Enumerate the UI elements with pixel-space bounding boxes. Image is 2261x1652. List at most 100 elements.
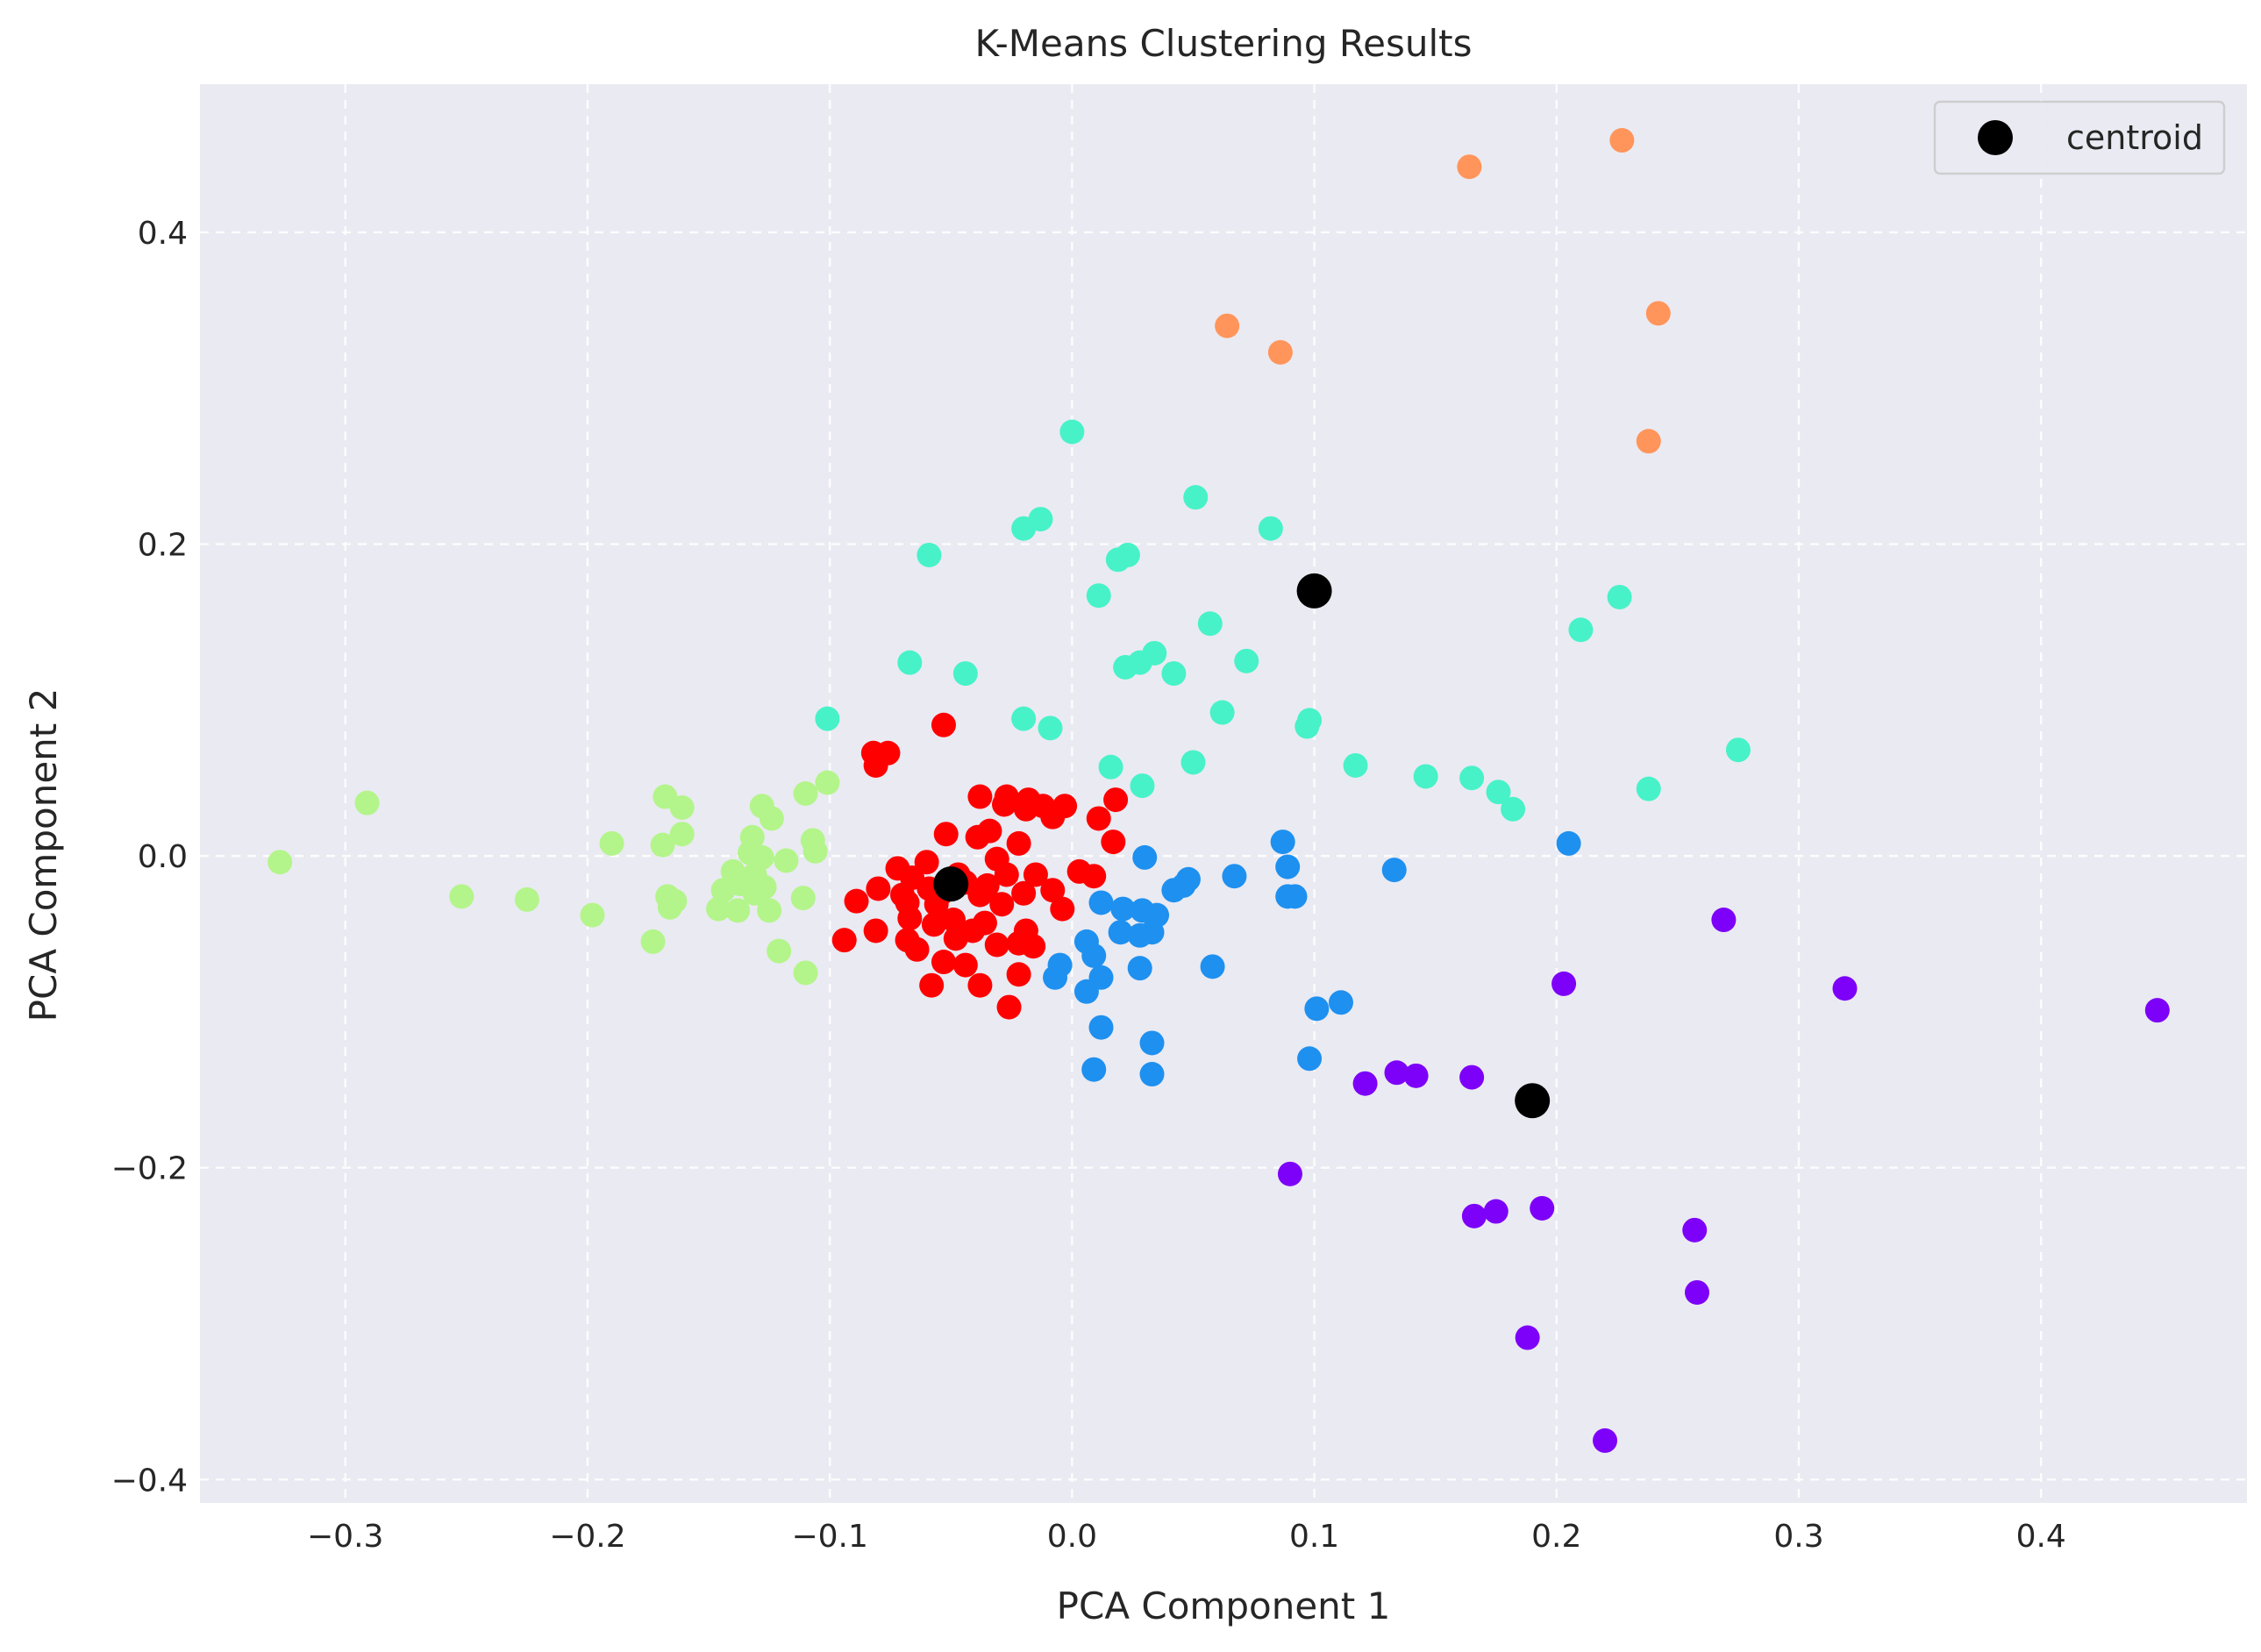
data-point — [1127, 922, 1152, 948]
data-point — [992, 792, 1017, 817]
data-point — [1081, 1057, 1107, 1082]
data-point — [514, 887, 539, 912]
x-tick-label: −0.1 — [791, 1519, 867, 1555]
data-point — [1105, 547, 1130, 573]
data-point — [1461, 1203, 1487, 1228]
data-point — [1636, 776, 1661, 801]
data-point — [967, 784, 993, 809]
data-point — [1180, 750, 1206, 775]
data-point — [1530, 1195, 1555, 1221]
data-point — [863, 752, 888, 778]
data-point — [931, 712, 956, 737]
data-point — [952, 952, 978, 978]
data-point — [897, 906, 923, 931]
data-point — [917, 542, 942, 567]
data-point — [989, 892, 1015, 917]
data-point — [1197, 611, 1223, 637]
data-point — [1725, 737, 1751, 763]
data-point — [1215, 313, 1240, 338]
data-point — [1607, 584, 1632, 609]
legend: centroid — [1933, 100, 2226, 175]
data-point — [2144, 998, 2170, 1023]
data-point — [1013, 796, 1038, 822]
data-point — [994, 862, 1019, 887]
data-point — [1110, 896, 1136, 922]
data-point — [1234, 648, 1259, 673]
data-point — [742, 880, 767, 906]
data-point — [710, 878, 736, 903]
data-point — [1501, 796, 1526, 822]
data-point — [1457, 154, 1482, 180]
data-point — [996, 994, 1022, 1020]
data-point — [933, 822, 959, 847]
data-point — [1832, 976, 1858, 1001]
data-point — [943, 926, 968, 951]
data-point — [919, 972, 945, 998]
y-tick-label: −0.4 — [111, 1463, 188, 1499]
data-point — [640, 929, 666, 954]
data-point — [866, 876, 891, 901]
data-point — [1277, 1161, 1302, 1186]
data-point — [1139, 1062, 1165, 1087]
data-point — [1183, 485, 1209, 510]
data-point — [599, 830, 624, 856]
y-tick-label: 0.0 — [138, 839, 188, 875]
data-point — [1609, 128, 1635, 153]
data-point — [984, 932, 1009, 958]
data-point — [757, 898, 782, 923]
data-point — [1130, 773, 1155, 799]
data-point — [354, 790, 380, 815]
data-point — [1568, 617, 1594, 643]
data-point — [790, 886, 816, 911]
data-point — [1711, 908, 1737, 933]
data-point — [669, 822, 695, 847]
data-point — [1384, 1060, 1409, 1086]
data-point — [1059, 419, 1085, 445]
y-tick-label: 0.4 — [138, 216, 188, 252]
chart-title: K-Means Clustering Results — [975, 22, 1473, 65]
centroid-point — [1296, 573, 1332, 609]
data-point — [941, 908, 966, 933]
data-point — [1101, 830, 1126, 855]
data-point — [759, 806, 784, 831]
data-point — [1011, 516, 1037, 541]
data-point — [863, 918, 888, 943]
data-point — [914, 850, 939, 875]
data-point — [1328, 990, 1353, 1015]
x-tick-labels: −0.3 −0.2 −0.1 0.0 0.1 0.2 0.3 0.4 — [307, 1519, 2066, 1555]
data-point — [1161, 661, 1187, 687]
data-point — [650, 832, 675, 858]
data-point — [1297, 1046, 1323, 1072]
data-point — [1050, 896, 1075, 922]
data-point — [1098, 754, 1123, 780]
data-point — [1483, 1199, 1509, 1224]
data-point — [1403, 1063, 1429, 1088]
data-point — [1593, 1428, 1618, 1453]
data-point — [1556, 830, 1581, 856]
data-point — [1006, 830, 1031, 856]
centroid-point — [933, 866, 969, 902]
data-point — [1088, 890, 1114, 915]
data-point — [1011, 880, 1037, 906]
x-tick-label: 0.1 — [1289, 1519, 1339, 1555]
data-point — [1682, 1217, 1708, 1243]
data-point — [1011, 706, 1037, 731]
data-point — [1636, 429, 1661, 454]
data-point — [844, 888, 869, 914]
y-axis-label: PCA Component 2 — [22, 688, 65, 1022]
legend-centroid-marker — [1978, 120, 2013, 155]
data-point — [793, 781, 818, 806]
grid-lines — [200, 84, 2247, 1503]
data-point — [1258, 516, 1283, 541]
data-point — [669, 795, 695, 821]
data-point — [1282, 884, 1308, 909]
data-point — [1684, 1279, 1709, 1305]
data-point — [1086, 806, 1111, 831]
data-point — [767, 938, 792, 964]
data-point — [1295, 714, 1320, 739]
data-point — [1132, 844, 1158, 870]
data-point — [904, 936, 930, 962]
data-point — [1113, 654, 1138, 680]
